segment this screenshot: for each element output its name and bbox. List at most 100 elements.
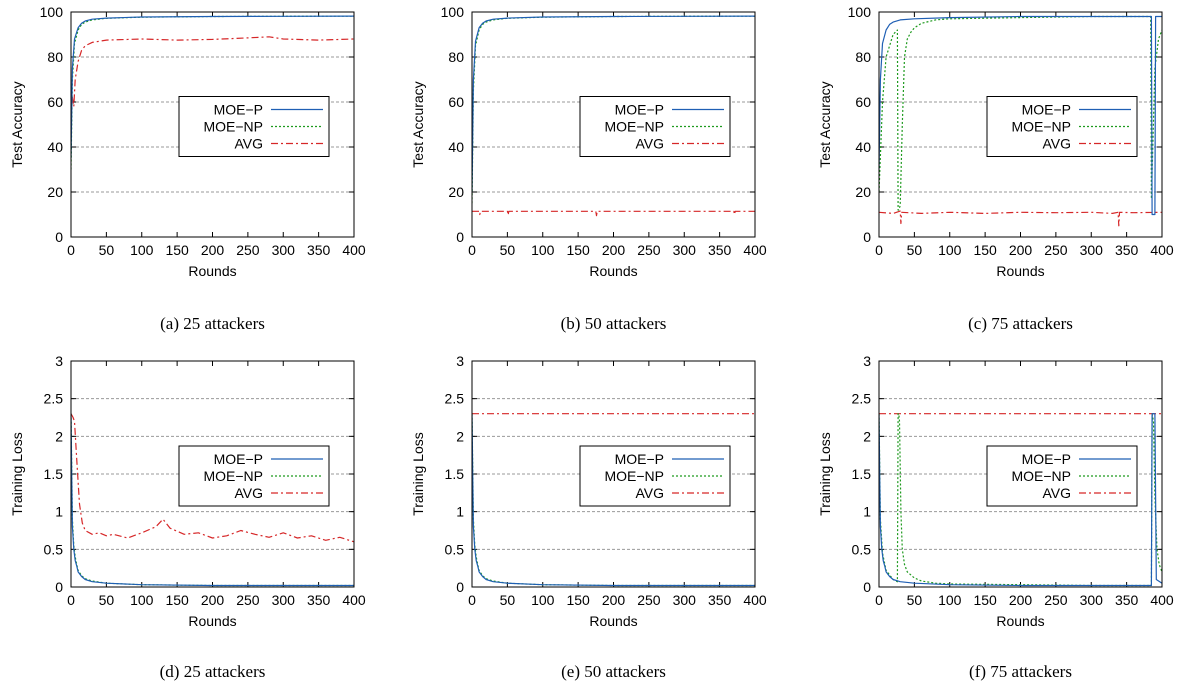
series-line-avg <box>472 210 755 217</box>
x-tick-label: 300 <box>673 592 697 608</box>
x-tick-label: 200 <box>201 592 225 608</box>
x-tick-label: 300 <box>272 242 296 258</box>
x-tick-label: 100 <box>130 242 154 258</box>
series-line-avg <box>71 36 354 114</box>
x-tick-label: 200 <box>602 592 626 608</box>
x-tick-label: 400 <box>1150 592 1174 608</box>
x-axis-label: Rounds <box>589 613 637 629</box>
y-tick-label: 80 <box>47 49 63 65</box>
panel-caption: (d) 25 attackers <box>160 662 266 681</box>
y-tick-label: 20 <box>448 184 464 200</box>
y-tick-label: 100 <box>40 4 64 20</box>
legend-label-moe-np: MOE−NP <box>604 119 664 135</box>
x-tick-label: 400 <box>1150 242 1174 258</box>
x-tick-label: 350 <box>708 592 732 608</box>
y-tick-label: 0 <box>55 229 63 245</box>
legend-label-moe-p: MOE−P <box>1022 451 1071 467</box>
y-tick-label: 40 <box>855 139 871 155</box>
y-tick-label: 80 <box>855 49 871 65</box>
series-line-moe-p <box>879 15 1162 216</box>
y-tick-label: 40 <box>47 139 63 155</box>
x-tick-label: 300 <box>1080 592 1104 608</box>
x-tick-label: 350 <box>307 242 331 258</box>
x-tick-label: 250 <box>1044 592 1068 608</box>
x-tick-label: 100 <box>938 592 962 608</box>
y-tick-label: 0.5 <box>852 541 872 557</box>
x-tick-label: 150 <box>973 592 997 608</box>
x-tick-label: 150 <box>973 242 997 258</box>
y-tick-label: 60 <box>855 94 871 110</box>
plot-frame <box>471 360 756 588</box>
x-tick-label: 300 <box>272 592 296 608</box>
y-tick-label: 0 <box>863 229 871 245</box>
y-tick-label: 2.5 <box>445 391 465 407</box>
y-tick-label: 1 <box>55 504 63 520</box>
x-tick-label: 50 <box>99 592 115 608</box>
chart-panel-d: 0 0.5 1 1.5 2 2.5 3 0 50 100 150 200 250 300 350 400 Rou… <box>9 353 366 681</box>
x-axis-label: Rounds <box>188 613 236 629</box>
series-group <box>71 15 354 170</box>
y-axis-label: Training Loss <box>9 432 25 516</box>
series-group <box>472 413 755 587</box>
series-group <box>71 413 354 587</box>
plot-frame <box>70 11 355 238</box>
y-tick-label: 1.5 <box>852 466 872 482</box>
series-group <box>879 15 1162 227</box>
x-tick-label: 350 <box>1115 242 1139 258</box>
x-tick-label: 200 <box>1009 592 1033 608</box>
x-tick-label: 0 <box>875 592 883 608</box>
y-tick-label: 0.5 <box>44 541 64 557</box>
x-tick-label: 200 <box>201 242 225 258</box>
y-tick-label: 0 <box>456 579 464 595</box>
panel-caption: (b) 50 attackers <box>561 314 667 333</box>
y-axis-label: Training Loss <box>817 432 833 516</box>
y-tick-label: 60 <box>47 94 63 110</box>
y-tick-label: 2 <box>55 428 63 444</box>
x-tick-label: 350 <box>1115 592 1139 608</box>
panel-caption: (c) 75 attackers <box>968 314 1073 333</box>
y-tick-label: 100 <box>441 4 465 20</box>
y-tick-label: 2 <box>456 428 464 444</box>
x-tick-label: 0 <box>875 242 883 258</box>
x-tick-label: 50 <box>500 242 516 258</box>
y-tick-label: 0 <box>456 229 464 245</box>
x-tick-label: 0 <box>468 242 476 258</box>
x-tick-label: 350 <box>307 592 331 608</box>
legend-label-avg: AVG <box>635 485 664 501</box>
legend-label-moe-p: MOE−P <box>615 102 664 118</box>
y-tick-label: 2.5 <box>44 391 64 407</box>
x-tick-label: 400 <box>342 592 366 608</box>
series-line-moe-p <box>879 413 1162 587</box>
x-tick-label: 350 <box>708 242 732 258</box>
legend-label-moe-np: MOE−NP <box>1011 119 1071 135</box>
x-axis-label: Rounds <box>996 263 1044 279</box>
x-tick-label: 100 <box>531 242 555 258</box>
x-tick-label: 400 <box>743 592 767 608</box>
x-axis-label: Rounds <box>188 263 236 279</box>
chart-panel-b: 0 20 40 60 80 100 0 50 100 150 200 250 300 350 400 Roun… <box>410 4 767 333</box>
series-line-moe-p <box>472 15 755 193</box>
legend-box <box>986 96 1138 157</box>
x-tick-label: 50 <box>99 242 115 258</box>
x-tick-label: 100 <box>130 592 154 608</box>
series-line-moe-p <box>71 15 354 159</box>
series-line-moe-p <box>71 413 354 587</box>
y-tick-label: 60 <box>448 94 464 110</box>
x-axis-label: Rounds <box>589 263 637 279</box>
x-tick-label: 400 <box>342 242 366 258</box>
x-tick-label: 50 <box>907 592 923 608</box>
chart-panel-a: 0 20 40 60 80 100 0 50 100 150 200 250 300 350 400 Roun… <box>9 4 366 333</box>
x-tick-label: 100 <box>938 242 962 258</box>
legend-label-avg: AVG <box>1042 136 1071 152</box>
y-tick-label: 3 <box>456 353 464 369</box>
x-tick-label: 300 <box>673 242 697 258</box>
y-tick-label: 80 <box>448 49 464 65</box>
x-tick-label: 50 <box>907 242 923 258</box>
y-tick-label: 20 <box>47 184 63 200</box>
x-tick-label: 200 <box>1009 242 1033 258</box>
y-tick-label: 100 <box>848 4 872 20</box>
